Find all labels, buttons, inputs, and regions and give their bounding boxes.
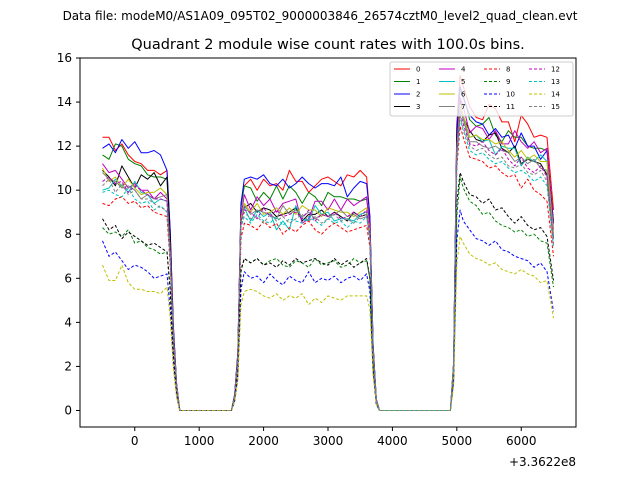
y-tick-label: 16 bbox=[57, 51, 72, 65]
legend-label-3: 3 bbox=[416, 103, 420, 111]
legend-label-5: 5 bbox=[461, 78, 465, 86]
legend-label-9: 9 bbox=[506, 78, 510, 86]
series-line-14 bbox=[102, 235, 554, 411]
series-group bbox=[102, 75, 554, 411]
x-tick-label: 2000 bbox=[248, 434, 279, 448]
legend-label-13: 13 bbox=[551, 78, 560, 86]
y-tick-label: 12 bbox=[57, 139, 72, 153]
y-tick-label: 8 bbox=[64, 227, 72, 241]
chart-title: Quadrant 2 module wise count rates with … bbox=[131, 37, 525, 53]
x-tick-label: 4000 bbox=[377, 434, 408, 448]
legend-label-14: 14 bbox=[551, 91, 560, 99]
x-tick-label: 0 bbox=[131, 434, 139, 448]
legend-label-1: 1 bbox=[416, 78, 420, 86]
legend-label-0: 0 bbox=[416, 66, 420, 74]
legend-label-12: 12 bbox=[551, 66, 560, 74]
plot-area: 0 1000 2000 3000 4000 5000 6000024681012141601… bbox=[57, 51, 577, 448]
x-tick-label: 3000 bbox=[313, 434, 344, 448]
legend-label-2: 2 bbox=[416, 91, 420, 99]
legend-label-11: 11 bbox=[506, 103, 515, 111]
y-tick-label: 2 bbox=[64, 359, 72, 373]
legend-label-15: 15 bbox=[551, 103, 560, 111]
legend-label-10: 10 bbox=[506, 91, 515, 99]
y-tick-label: 4 bbox=[64, 315, 72, 329]
legend-label-6: 6 bbox=[461, 91, 466, 99]
legend-label-7: 7 bbox=[461, 103, 465, 111]
y-tick-label: 14 bbox=[57, 95, 72, 109]
legend-label-8: 8 bbox=[506, 66, 510, 74]
x-offset-label: +3.3622e8 bbox=[509, 455, 576, 469]
series-line-11 bbox=[102, 172, 554, 411]
y-tick-label: 6 bbox=[64, 271, 72, 285]
suptitle: Data file: modeM0/AS1A09_095T02_90000038… bbox=[63, 9, 578, 23]
x-tick-label: 5000 bbox=[442, 434, 473, 448]
y-tick-label: 0 bbox=[64, 403, 72, 417]
legend-box bbox=[389, 61, 574, 117]
y-tick-label: 10 bbox=[57, 183, 72, 197]
series-line-15 bbox=[102, 114, 554, 411]
x-tick-label: 1000 bbox=[184, 434, 215, 448]
legend-label-4: 4 bbox=[461, 66, 466, 74]
x-tick-label: 6000 bbox=[506, 434, 537, 448]
